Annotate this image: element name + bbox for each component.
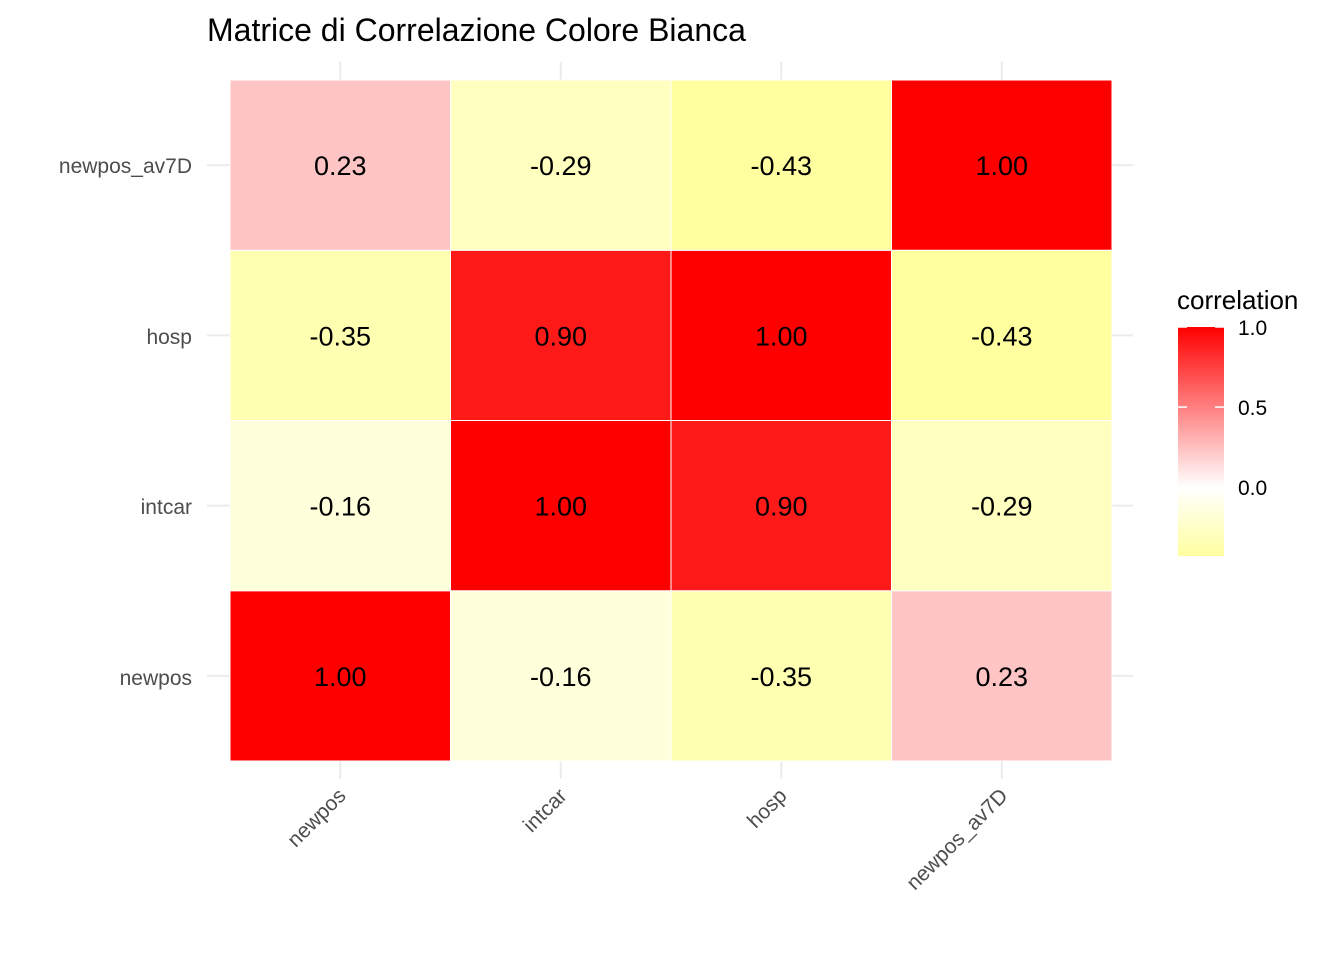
legend-tick-label: 0.5 [1238, 397, 1267, 420]
heatmap-cell [670, 79, 892, 251]
x-tick-label: newpos_av7D [902, 784, 1012, 894]
legend-tick-label: 0.0 [1238, 477, 1267, 500]
cell-value-label: -0.29 [971, 492, 1033, 522]
cell-value-label: -0.35 [750, 662, 812, 692]
heatmap-cell [450, 79, 672, 251]
x-tick-label: intcar [519, 784, 572, 837]
x-tick-label: newpos [283, 784, 350, 851]
cell-value-label: -0.35 [309, 321, 371, 351]
heatmap-cell [670, 249, 892, 421]
heatmap-cell [670, 590, 892, 762]
chart-title: Matrice di Correlazione Colore Bianca [207, 12, 746, 48]
cell-value-label: 1.00 [755, 321, 808, 351]
y-axis: newpos_av7D hosp intcar newpos [59, 155, 192, 690]
heatmap-cell [229, 79, 451, 251]
legend-ticks: 1.0 0.5 0.0 [1178, 317, 1267, 500]
cell-value-label: 0.23 [314, 151, 367, 181]
heatmap-cell [229, 249, 451, 421]
y-tick-label: newpos_av7D [59, 155, 192, 178]
heatmap-cell [450, 420, 672, 592]
legend-tick-label: 1.0 [1238, 317, 1267, 340]
cell-value-label: -0.43 [971, 321, 1033, 351]
heatmap-cell [891, 249, 1113, 421]
x-axis: newpos intcar hosp newpos_av7D [283, 784, 1012, 894]
cell-value-label: -0.29 [530, 151, 592, 181]
legend-colorbar [1178, 327, 1224, 556]
heatmap-cells [229, 79, 1113, 762]
cell-value-label: 0.23 [975, 662, 1028, 692]
cell-value-label: 0.90 [534, 321, 587, 351]
cell-value-label: -0.16 [309, 492, 371, 522]
cell-value-label: 1.00 [314, 662, 367, 692]
cell-value-label: 1.00 [534, 492, 587, 522]
heatmap-cell [891, 590, 1113, 762]
heatmap-cell [450, 590, 672, 762]
cell-value-label: 1.00 [975, 151, 1028, 181]
y-tick-label: intcar [141, 496, 192, 519]
x-tick-label: hosp [743, 784, 791, 832]
y-tick-label: hosp [146, 326, 192, 349]
y-tick-label: newpos [120, 667, 192, 690]
legend-title: correlation [1177, 285, 1298, 315]
heatmap-cell [891, 420, 1113, 592]
cell-value-label: 0.90 [755, 492, 808, 522]
cell-value-label: -0.16 [530, 662, 592, 692]
legend: correlation 1.0 0.5 0.0 [1177, 285, 1298, 556]
heatmap-cell [891, 79, 1113, 251]
cell-labels: 1.00 -0.16 -0.35 0.23 -0.16 1.00 0.90 -0.29 -0.3… [309, 151, 1032, 692]
heatmap-cell [229, 590, 451, 762]
cell-value-label: -0.43 [750, 151, 812, 181]
